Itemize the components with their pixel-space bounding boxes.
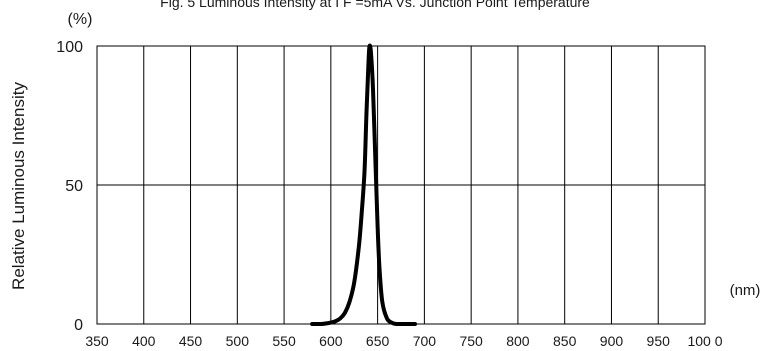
x-tick-labels: 350 400 450 500 550 600 650 700 750 800 850 900 950 1…	[85, 333, 722, 349]
x-tick-label: 900	[600, 333, 624, 349]
spectrum-series-line	[310, 43, 418, 326]
x-tick-label: 500	[226, 333, 250, 349]
x-tick-label: 350	[85, 333, 109, 349]
y-tick-label: 100	[56, 39, 83, 56]
grid	[97, 46, 705, 324]
x-tick-label: 650	[366, 333, 390, 349]
plot-frame	[96, 45, 706, 325]
y-unit-label: (%)	[68, 11, 93, 28]
x-tick-label: 450	[179, 333, 203, 349]
x-tick-label: 600	[319, 333, 343, 349]
y-axis-label: Relative Luminous Intensity	[9, 82, 28, 290]
x-unit-label: (nm)	[730, 282, 761, 299]
x-tick-label: 950	[647, 333, 671, 349]
y-tick-labels: 0 50 100	[56, 39, 83, 334]
y-tick-label: 0	[74, 317, 83, 334]
x-tick-label: 400	[132, 333, 156, 349]
x-tick-label: 850	[553, 333, 577, 349]
series-layer	[310, 43, 418, 326]
chart-title: Fig. 5 Luminous Intensity at I F =5mA Vs…	[160, 0, 590, 10]
y-tick-label: 50	[65, 178, 83, 195]
x-tick-label: 100 0	[687, 333, 722, 349]
x-tick-label: 550	[272, 333, 296, 349]
x-tick-label: 750	[459, 333, 483, 349]
x-tick-label: 700	[413, 333, 437, 349]
x-tick-label: 800	[506, 333, 530, 349]
